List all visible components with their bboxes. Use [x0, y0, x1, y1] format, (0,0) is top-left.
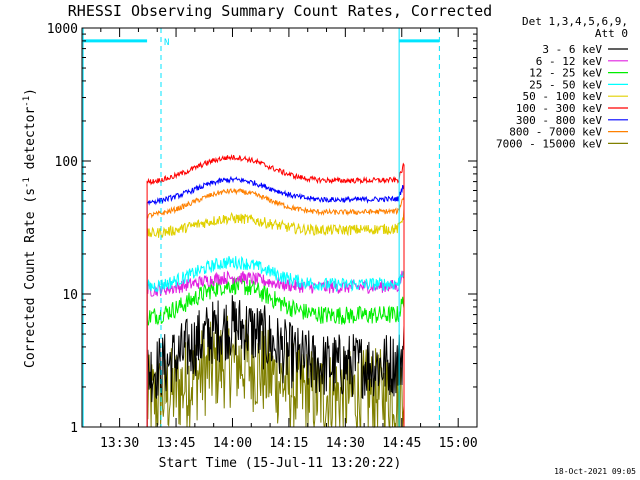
series-line [146, 270, 405, 427]
y-tick-label: 100 [55, 155, 78, 170]
axes-layer: 13:30 13:45 14:00 14:15 14:30 14:45 15:00 1 10 10… [47, 22, 478, 451]
x-tick-label: 13:45 [156, 436, 195, 451]
chart-title: RHESSI Observing Summary Count Rates, Co… [68, 2, 492, 20]
legend-label: 300 - 800 keV [516, 114, 602, 127]
series-layer [146, 154, 405, 429]
legend-label: 7000 - 15000 keV [496, 137, 602, 150]
series-line [146, 175, 405, 427]
series-line [146, 188, 405, 427]
legend-label: 100 - 300 keV [516, 102, 602, 115]
y-tick-label: 10 [62, 288, 78, 303]
night-layer: N [82, 28, 440, 427]
series-line [146, 276, 405, 427]
detector-info-line: Det 1,3,4,5,6,9, [522, 15, 628, 28]
y-axis-label-part: Corrected Count Rate (s [23, 188, 38, 368]
detector-info: Det 1,3,4,5,6,9, Att 0 [522, 15, 628, 40]
legend-label: 50 - 100 keV [523, 90, 603, 103]
x-tick-label: 13:30 [100, 436, 139, 451]
y-tick-label: 1 [70, 421, 78, 436]
series-line [146, 154, 405, 427]
legend-label: 25 - 50 keV [529, 78, 602, 91]
x-tick-label: 14:45 [382, 436, 421, 451]
legend-label: 12 - 25 keV [529, 67, 602, 80]
plot-frame [81, 27, 478, 428]
legend-label: 800 - 7000 keV [509, 126, 602, 139]
series-line [146, 208, 405, 427]
x-tick-label: 14:30 [326, 436, 365, 451]
y-axis-label-sup: -1 [22, 96, 32, 107]
x-tick-label: 14:00 [213, 436, 252, 451]
series-line [146, 255, 405, 427]
flag-label: N [164, 38, 169, 48]
timestamp: 18-Oct-2021 09:05 [554, 467, 636, 476]
legend-label: 3 - 6 keV [542, 43, 602, 56]
x-axis-label: Start Time (15-Jul-11 13:20:22) [159, 456, 402, 471]
y-axis-label-part: ) [23, 88, 38, 96]
y-tick-label: 1000 [47, 22, 78, 37]
x-tick-label: 15:00 [439, 436, 478, 451]
series-line [146, 295, 405, 427]
x-tick-label: 14:15 [269, 436, 308, 451]
legend-label: 6 - 12 keV [536, 55, 603, 68]
y-axis-label-sup: -1 [22, 177, 32, 188]
y-axis-label-part: detector [23, 107, 38, 178]
y-axis-label: Corrected Count Rate (s-1 detector-1) [22, 88, 38, 368]
detector-info-line: Att 0 [595, 27, 628, 40]
